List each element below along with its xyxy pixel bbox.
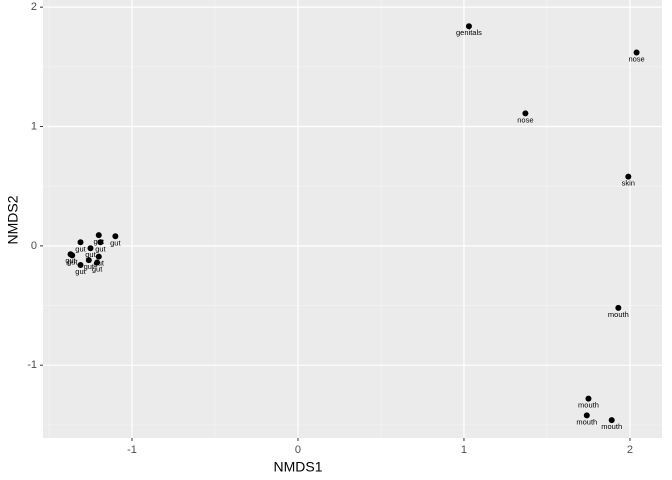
point	[522, 110, 529, 117]
point-label: mouth	[601, 422, 622, 431]
point	[625, 173, 632, 180]
point-label: gut	[110, 238, 121, 247]
point-label: gut	[65, 256, 76, 265]
point	[615, 304, 622, 311]
point-label: nose	[628, 54, 644, 63]
point-label: mouth	[576, 417, 597, 426]
y-axis-label: NMDS2	[5, 195, 21, 244]
point-label: gut	[75, 244, 86, 253]
point-label: genitals	[456, 28, 482, 37]
point-label: mouth	[608, 310, 629, 319]
y-tick-label: 0	[31, 240, 37, 252]
x-tick-label: 2	[627, 444, 633, 456]
point	[585, 395, 592, 402]
point	[608, 417, 615, 424]
point-label: gut	[92, 265, 103, 274]
point-label: gut	[84, 262, 95, 271]
x-tick-label: 0	[295, 444, 301, 456]
point	[87, 245, 94, 252]
point	[633, 49, 640, 56]
point	[95, 232, 102, 239]
point	[97, 239, 104, 246]
point-label: nose	[517, 115, 533, 124]
point	[69, 252, 76, 259]
y-tick-label: 1	[31, 120, 37, 132]
point	[77, 261, 84, 268]
point-label: gut	[75, 267, 86, 276]
point-label: gut	[95, 244, 106, 253]
point	[112, 233, 119, 240]
point-label: skin	[622, 179, 635, 188]
x-tick-label: -1	[127, 444, 137, 456]
y-tick-label: -1	[27, 359, 37, 371]
x-tick-label: 1	[461, 444, 467, 456]
point	[85, 257, 92, 264]
panel	[43, 0, 662, 438]
point-label: gut	[67, 257, 78, 266]
point	[95, 253, 102, 260]
point	[77, 239, 84, 246]
x-axis-label: NMDS1	[273, 459, 322, 475]
point	[465, 23, 472, 30]
point	[94, 259, 101, 266]
y-tick-label: 2	[31, 1, 37, 13]
point-label: gut	[85, 250, 96, 259]
point-label: mouth	[578, 401, 599, 410]
point	[583, 412, 590, 419]
